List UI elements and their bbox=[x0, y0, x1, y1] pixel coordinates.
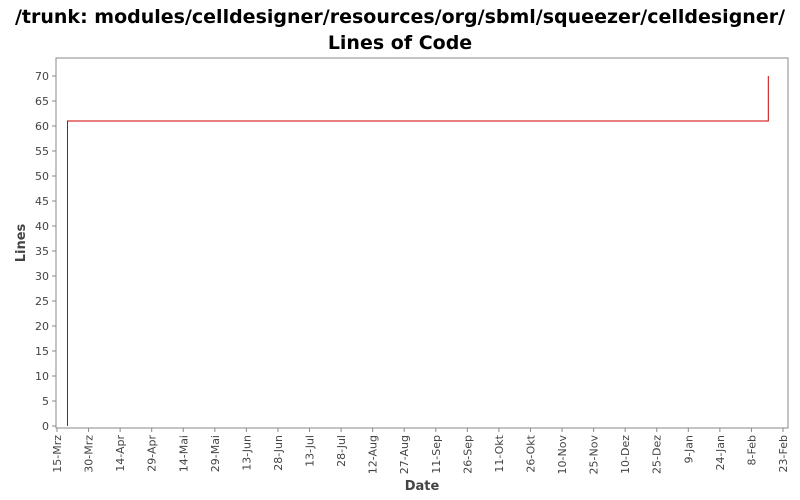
x-tick-label: 30-Mrz bbox=[83, 435, 96, 473]
x-tick-label: 27-Aug bbox=[398, 435, 411, 474]
x-tick-label: 13-Jun bbox=[240, 435, 253, 471]
x-tick-label: 14-Apr bbox=[114, 435, 127, 472]
x-tick-label: 9-Jan bbox=[682, 435, 695, 464]
chart-title: /trunk: modules/celldesigner/resources/o… bbox=[0, 4, 800, 56]
y-tick-label: 30 bbox=[35, 270, 49, 283]
x-tick-label: 24-Jan bbox=[714, 435, 727, 471]
x-tick-label: 28-Jul bbox=[335, 435, 348, 467]
x-tick-label: 26-Sep bbox=[461, 435, 474, 474]
y-tick-label: 55 bbox=[35, 145, 49, 158]
series-group bbox=[67, 76, 769, 426]
x-tick-label: 28-Jun bbox=[272, 435, 285, 471]
y-tick-label: 60 bbox=[35, 120, 49, 133]
y-tick-label: 70 bbox=[35, 70, 49, 83]
y-tick-label: 45 bbox=[35, 195, 49, 208]
x-tick-label: 29-Apr bbox=[146, 435, 159, 472]
series-line bbox=[67, 76, 769, 426]
y-tick-label: 15 bbox=[35, 345, 49, 358]
x-tick-label: 25-Dez bbox=[651, 435, 664, 474]
x-tick-label: 25-Nov bbox=[588, 435, 601, 475]
x-tick-label: 14-Mai bbox=[177, 435, 190, 472]
x-tick-label: 13-Jul bbox=[304, 435, 317, 467]
x-tick-label: 15-Mrz bbox=[51, 435, 64, 473]
y-tick-label: 5 bbox=[42, 395, 49, 408]
x-tick-label: 26-Okt bbox=[524, 434, 537, 472]
x-tick-label: 10-Nov bbox=[556, 435, 569, 475]
x-axis-label: Date bbox=[405, 479, 440, 494]
y-tick-label: 10 bbox=[35, 370, 49, 383]
plot-area bbox=[55, 57, 789, 429]
x-tick-label: 11-Sep bbox=[430, 435, 443, 474]
y-tick-label: 0 bbox=[42, 420, 49, 433]
x-tick-label: 23-Feb bbox=[777, 435, 790, 472]
x-tick-label: 12-Aug bbox=[367, 435, 380, 474]
y-tick-label: 40 bbox=[35, 220, 49, 233]
y-tick-label: 50 bbox=[35, 170, 49, 183]
x-tick-label: 29-Mai bbox=[209, 435, 222, 472]
x-tick-label: 8-Feb bbox=[745, 435, 758, 465]
x-tick-label: 10-Dez bbox=[619, 435, 632, 474]
y-axis-label: Lines bbox=[14, 223, 29, 262]
y-tick-label: 65 bbox=[35, 95, 49, 108]
y-tick-label: 35 bbox=[35, 245, 49, 258]
y-axis: 0 5 10 15 20 25 30 35 40 45 50 55 60 65 70 bbox=[35, 70, 56, 433]
y-tick-label: 25 bbox=[35, 295, 49, 308]
chart-title-line-1: /trunk: modules/celldesigner/resources/o… bbox=[14, 6, 786, 28]
chart-title-line-2: Lines of Code bbox=[327, 32, 473, 54]
x-tick-label: 11-Okt bbox=[493, 434, 506, 472]
y-tick-label: 20 bbox=[35, 320, 49, 333]
x-axis: 15-Mrz 30-Mrz 14-Apr 29-Apr 14-Mai 29-Mai 13-J… bbox=[51, 428, 790, 474]
